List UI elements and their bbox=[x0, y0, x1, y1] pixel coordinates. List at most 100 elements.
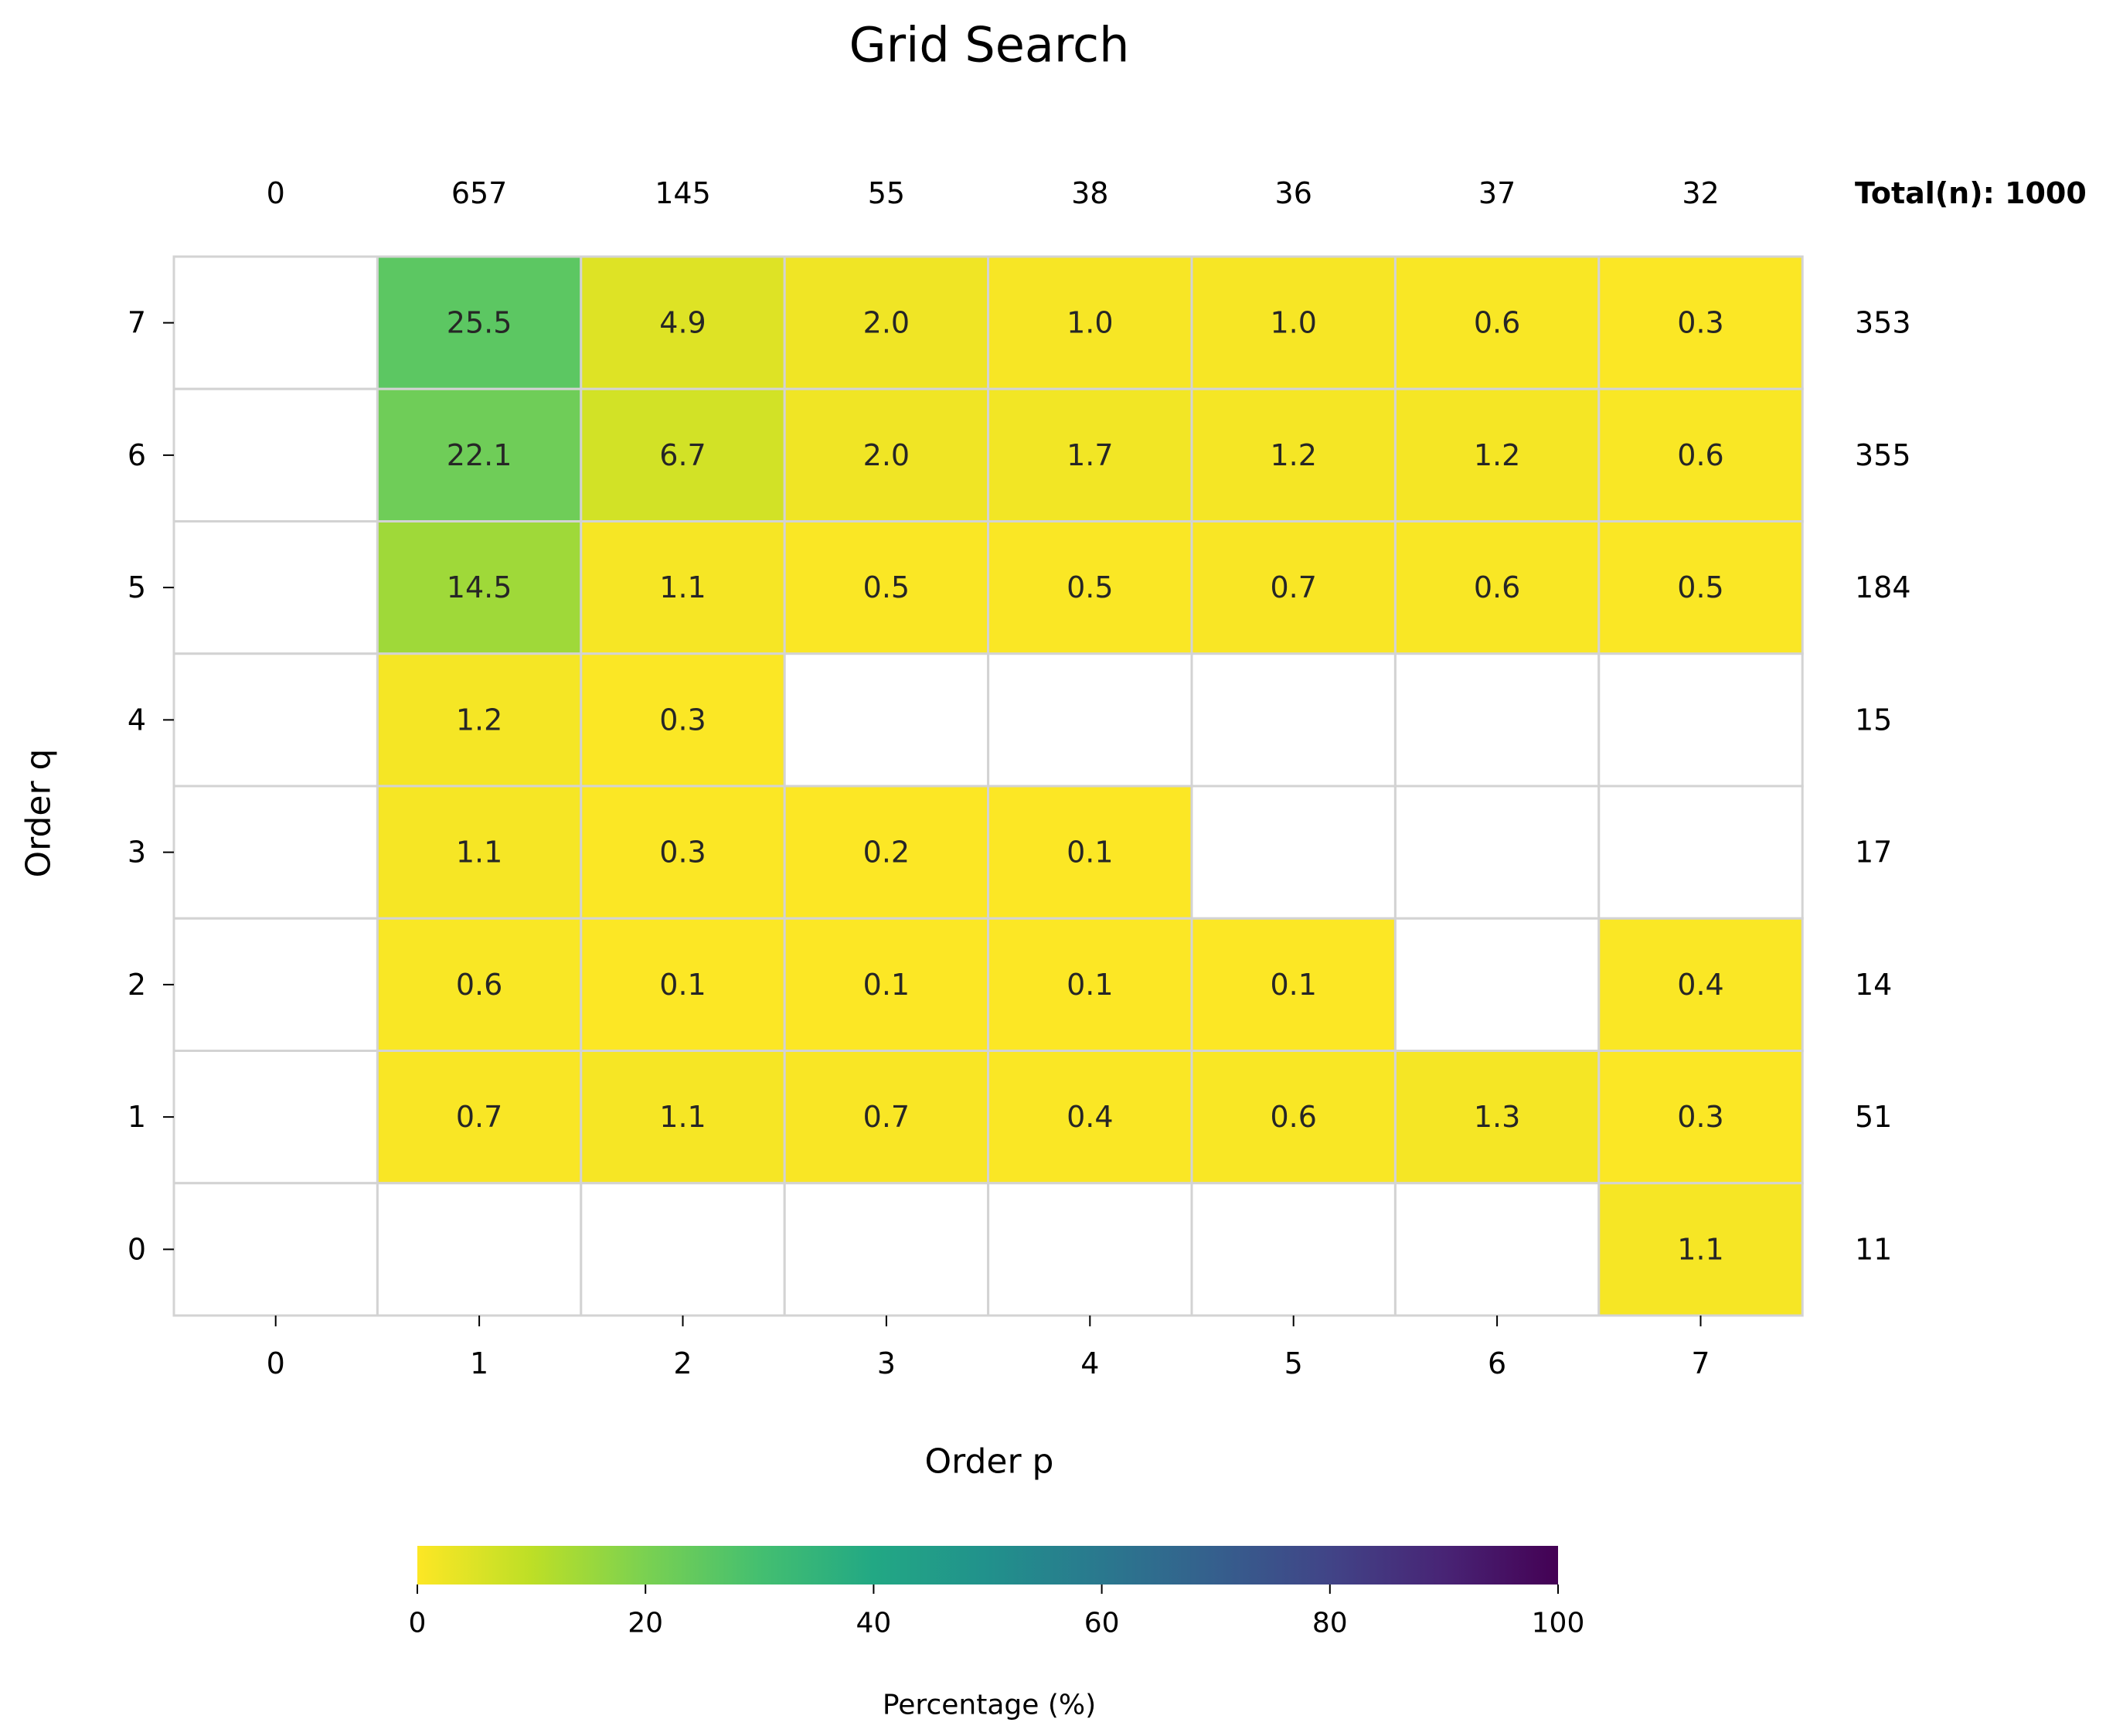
heatmap-cell bbox=[1190, 1182, 1397, 1317]
cell-value-label: 22.1 bbox=[447, 438, 512, 472]
colorbar-label: Percentage (%) bbox=[883, 1690, 1096, 1721]
x-tick-label: 3 bbox=[877, 1346, 896, 1380]
heatmap-cell bbox=[172, 652, 379, 788]
heatmap-cell bbox=[783, 1050, 990, 1185]
heatmap-cell bbox=[987, 1050, 1193, 1185]
heatmap-cell bbox=[1393, 520, 1601, 655]
heatmap-cell bbox=[172, 520, 379, 655]
cell-value-label: 0.3 bbox=[1677, 1100, 1723, 1134]
heatmap-cell bbox=[580, 1182, 786, 1317]
y-tick-label: 4 bbox=[128, 703, 146, 737]
column-counts: 0 657 145 55 38 36 37 32 bbox=[267, 176, 1720, 210]
cell-value-label: 6.7 bbox=[659, 438, 706, 472]
column-count-label: 657 bbox=[451, 176, 508, 210]
y-tick-label: 6 bbox=[128, 438, 146, 472]
heatmap-cell bbox=[783, 255, 990, 390]
heatmap-cell bbox=[376, 255, 583, 390]
heatmap-cell bbox=[1393, 785, 1601, 920]
heatmap-cell bbox=[987, 1182, 1193, 1317]
heatmap-cell bbox=[172, 255, 379, 390]
heatmap-cell bbox=[580, 520, 786, 655]
cell-value-label: 0.1 bbox=[1067, 968, 1113, 1002]
heatmap-cell bbox=[987, 652, 1193, 788]
x-tick-label: 0 bbox=[267, 1346, 285, 1380]
row-count-label: 51 bbox=[1855, 1100, 1892, 1134]
cell-value-label: 0.6 bbox=[1270, 1100, 1316, 1134]
heatmap-cell bbox=[987, 255, 1193, 390]
cell-value-label: 0.1 bbox=[1067, 836, 1113, 870]
cell-value-label: 0.3 bbox=[1677, 306, 1723, 340]
cell-value-label: 1.1 bbox=[1677, 1232, 1723, 1266]
column-count-label: 37 bbox=[1478, 176, 1516, 210]
cell-value-label: 0.6 bbox=[1474, 570, 1520, 604]
cell-value-label: 0.1 bbox=[659, 968, 706, 1002]
heatmap-cells: 25.5 4.9 2.0 1.0 1.0 0.6 0.3 22.1 6.7 2.0 1.7 1.2 1.… bbox=[172, 255, 1804, 1317]
heatmap-cell bbox=[580, 255, 786, 390]
x-tick-label: 6 bbox=[1488, 1346, 1506, 1380]
cell-value-label: 1.2 bbox=[1474, 438, 1520, 472]
x-tick-label: 7 bbox=[1691, 1346, 1710, 1380]
row-count-label: 15 bbox=[1855, 703, 1892, 737]
x-tick-label: 4 bbox=[1080, 1346, 1099, 1380]
cell-value-label: 0.4 bbox=[1677, 968, 1723, 1002]
heatmap-cell bbox=[376, 917, 583, 1052]
heatmap-cell bbox=[1597, 1050, 1804, 1185]
heatmap-cell bbox=[987, 917, 1193, 1052]
cell-value-label: 2.0 bbox=[863, 438, 910, 472]
y-axis: 7 6 5 4 3 2 1 0 bbox=[128, 306, 174, 1266]
heatmap-cell bbox=[172, 917, 379, 1052]
heatmap-cell bbox=[1393, 917, 1601, 1052]
colorbar-tick-label: 0 bbox=[409, 1608, 427, 1639]
y-tick-label: 3 bbox=[128, 836, 146, 870]
cell-value-label: 1.2 bbox=[456, 703, 502, 737]
heatmap-cell bbox=[1190, 520, 1397, 655]
cell-value-label: 0.5 bbox=[863, 570, 910, 604]
heatmap-cell bbox=[1190, 785, 1397, 920]
cell-value-label: 1.7 bbox=[1067, 438, 1113, 472]
heatmap-cell bbox=[172, 387, 379, 523]
colorbar bbox=[417, 1546, 1558, 1585]
cell-value-label: 0.4 bbox=[1067, 1100, 1113, 1134]
x-tick-label: 2 bbox=[673, 1346, 692, 1380]
cell-value-label: 25.5 bbox=[447, 306, 512, 340]
y-tick-label: 0 bbox=[128, 1232, 146, 1266]
cell-value-label: 0.1 bbox=[863, 968, 910, 1002]
cell-value-label: 0.2 bbox=[863, 836, 910, 870]
heatmap-cell bbox=[783, 1182, 990, 1317]
heatmap-cell bbox=[1393, 1050, 1601, 1185]
x-axis-label: Order p bbox=[925, 1442, 1054, 1482]
x-tick-label: 1 bbox=[470, 1346, 488, 1380]
heatmap-cell bbox=[1597, 917, 1804, 1052]
total-count-label: Total(n): 1000 bbox=[1855, 176, 2087, 210]
row-count-label: 355 bbox=[1855, 438, 1911, 472]
x-axis: 0 1 2 3 4 5 6 7 bbox=[267, 1316, 1710, 1380]
cell-value-label: 1.3 bbox=[1474, 1100, 1520, 1134]
heatmap-cell bbox=[172, 785, 379, 920]
colorbar-tick-label: 20 bbox=[628, 1608, 663, 1639]
heatmap-cell bbox=[987, 520, 1193, 655]
row-count-label: 11 bbox=[1855, 1232, 1892, 1266]
heatmap-cell bbox=[783, 652, 990, 788]
cell-value-label: 14.5 bbox=[447, 570, 512, 604]
heatmap-cell bbox=[1597, 785, 1804, 920]
cell-value-label: 1.1 bbox=[659, 570, 706, 604]
heatmap-cell bbox=[783, 520, 990, 655]
cell-value-label: 0.5 bbox=[1067, 570, 1113, 604]
cell-value-label: 0.3 bbox=[659, 703, 706, 737]
heatmap-cell bbox=[376, 1182, 583, 1317]
heatmap-cell bbox=[580, 785, 786, 920]
y-tick-label: 1 bbox=[128, 1100, 146, 1134]
y-tick-label: 7 bbox=[128, 306, 146, 340]
heatmap-cell bbox=[1393, 255, 1601, 390]
heatmap-cell bbox=[172, 1050, 379, 1185]
heatmap-cell bbox=[1597, 520, 1804, 655]
row-count-label: 17 bbox=[1855, 836, 1892, 870]
heatmap-cell bbox=[1393, 1182, 1601, 1317]
cell-value-label: 0.6 bbox=[456, 968, 502, 1002]
colorbar-tick-label: 100 bbox=[1532, 1608, 1585, 1639]
y-tick-label: 5 bbox=[128, 570, 146, 604]
cell-value-label: 1.0 bbox=[1067, 306, 1113, 340]
heatmap-cell bbox=[1190, 1050, 1397, 1185]
cell-value-label: 1.1 bbox=[659, 1100, 706, 1134]
